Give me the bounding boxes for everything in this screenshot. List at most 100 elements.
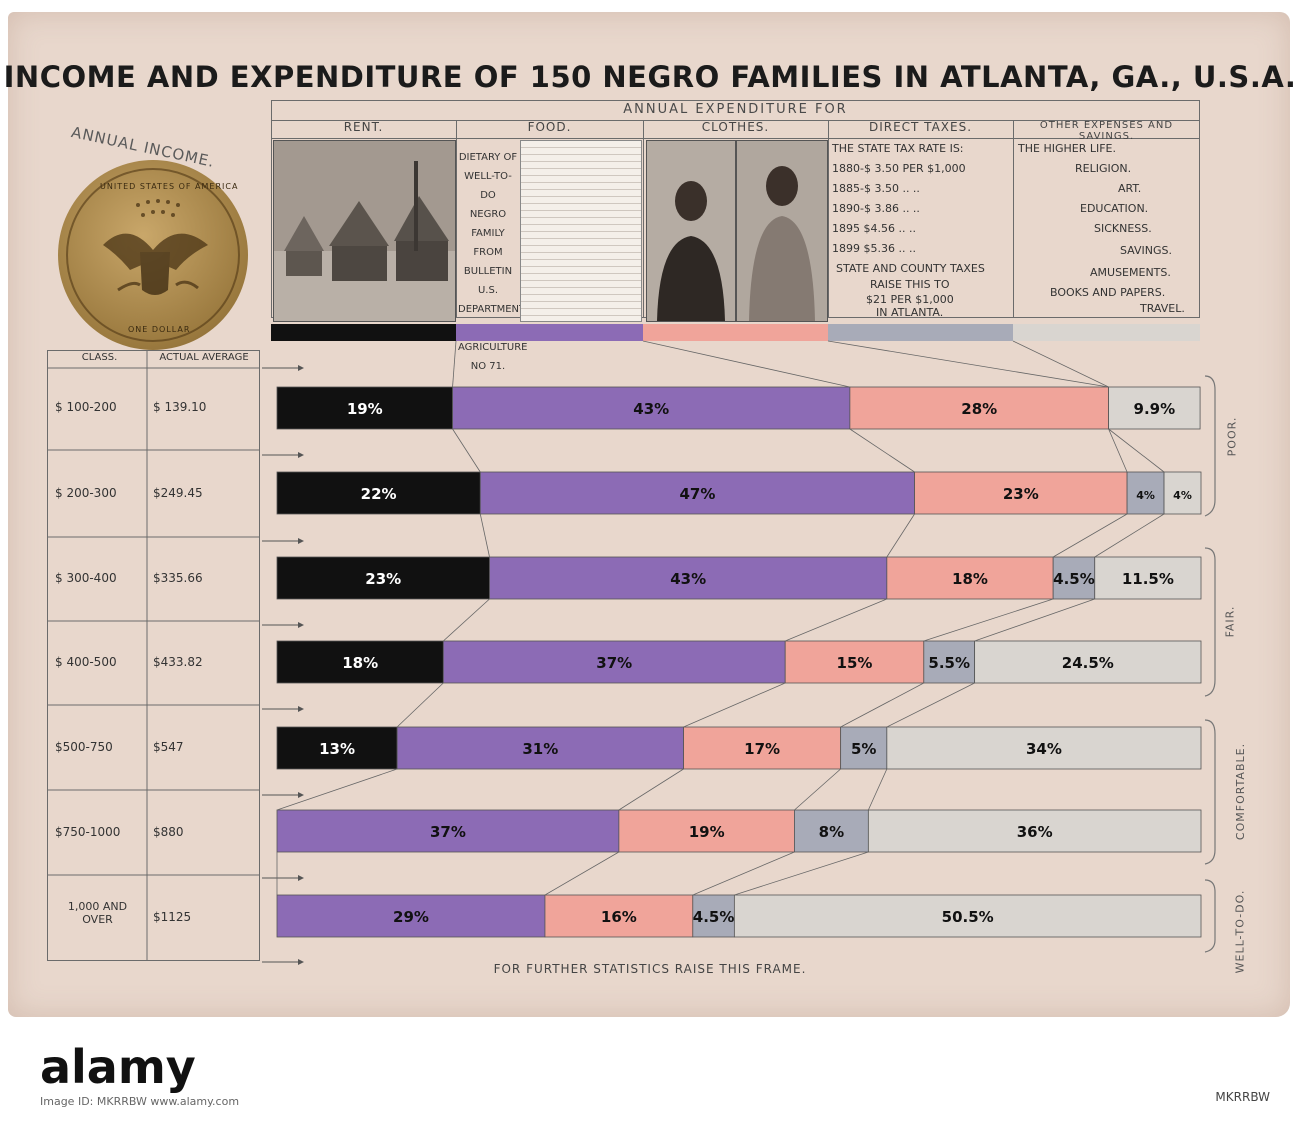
food-color-strip <box>456 324 643 341</box>
connector-line <box>867 768 888 811</box>
column-divider <box>456 120 457 318</box>
bar-label: 43% <box>670 570 706 588</box>
class-cell: $ 200-300 <box>55 486 117 500</box>
class-cell: $ 100-200 <box>55 400 117 414</box>
houses-photo <box>273 140 456 322</box>
dietary-line: FROM <box>473 247 503 258</box>
column-header-clothes: CLOTHES. <box>701 120 770 134</box>
header-divider <box>271 138 1200 139</box>
portrait-boy-illustration <box>647 141 735 321</box>
column-divider <box>643 120 644 318</box>
taxes-color-strip <box>828 324 1013 341</box>
connector-line <box>683 682 786 728</box>
class-cell: $ 400-500 <box>55 655 117 669</box>
dietary-line: NEGRO <box>469 209 507 220</box>
houses-illustration <box>274 141 455 321</box>
watermark-note: Image ID: MKRRBW www.alamy.com <box>40 1095 240 1108</box>
dietary-text: DIETARY OF WELL-TO-DO NEGRO FAMILY FROM … <box>458 148 528 376</box>
row-arrowhead <box>298 792 304 798</box>
portrait-woman-illustration <box>737 141 827 321</box>
other-line: SAVINGS. <box>1120 244 1173 257</box>
connector-line <box>544 851 620 896</box>
bar-segment-food <box>489 556 888 600</box>
bar-label: 22% <box>361 485 397 503</box>
connector-line <box>785 598 887 642</box>
class-cell: $500-750 <box>55 740 113 754</box>
bar-label: 8% <box>819 823 844 841</box>
bar-label: 37% <box>596 654 632 672</box>
connector-line <box>840 682 924 728</box>
table-header-average: ACTUAL AVERAGE <box>159 352 249 363</box>
bar-label: 37% <box>430 823 466 841</box>
row-arrowhead <box>298 706 304 712</box>
footer-note: FOR FURTHER STATISTICS RAISE THIS FRAME. <box>493 962 807 976</box>
tax-line: $21 PER $1,000 <box>866 293 954 306</box>
bar-label: 43% <box>633 400 669 418</box>
connector-line <box>479 513 490 558</box>
dietary-line: DIETARY OF <box>458 152 518 163</box>
bar-label: 4% <box>1136 489 1155 502</box>
bar-label: 5% <box>851 740 876 758</box>
bar-segment-other <box>1094 556 1202 600</box>
bar-segment-rent <box>276 471 481 515</box>
bar-segment-clothes <box>849 386 1110 430</box>
seal-bottom-text: ONE DOLLAR <box>128 325 191 334</box>
chart-title: INCOME AND EXPENDITURE OF 150 NEGRO FAMI… <box>3 60 1297 94</box>
bar-segment-food <box>442 640 786 684</box>
portrait-boy-photo <box>646 140 736 322</box>
dietary-line: FAMILY <box>471 228 505 239</box>
column-header-other: OTHER EXPENSES AND SAVINGS. <box>1039 120 1174 142</box>
tax-line: THE STATE TAX RATE IS: <box>832 142 964 155</box>
column-header-taxes: DIRECT TAXES. <box>868 120 973 134</box>
bar-label: 13% <box>319 740 355 758</box>
bar-segment-clothes <box>544 894 694 938</box>
bar-segment-taxes <box>923 640 976 684</box>
bar-segment-other <box>1163 471 1202 515</box>
tax-line: 1899 $5.36 .. .. <box>832 242 916 255</box>
bar-segment-other <box>733 894 1202 938</box>
bar-segment-clothes <box>914 471 1128 515</box>
other-line: RELIGION. <box>1075 162 1132 175</box>
bar-segment-other <box>1108 386 1201 430</box>
eagle-shield-icon <box>103 199 208 295</box>
bar-label: 19% <box>347 400 383 418</box>
bar-segment-other <box>974 640 1202 684</box>
rent-color-strip <box>271 324 456 341</box>
bar-label: 47% <box>679 485 715 503</box>
bar-segment-clothes <box>784 640 925 684</box>
dietary-line: WELL-TO-DO <box>464 171 512 201</box>
seal-top-text: UNITED STATES OF AMERICA <box>100 182 239 191</box>
bar-label: 4.5% <box>1053 570 1095 588</box>
bar-segment-taxes <box>794 809 869 853</box>
connector-line <box>974 598 1095 642</box>
other-line: SICKNESS. <box>1094 222 1152 235</box>
bar-segment-food <box>276 809 620 853</box>
bar-segment-rent <box>276 556 490 600</box>
other-line: THE HIGHER LIFE. <box>1018 142 1116 155</box>
group-label-poor: POOR. <box>1225 416 1239 457</box>
row-arrowhead <box>298 452 304 458</box>
tax-line: STATE AND COUNTY TAXES <box>836 262 985 275</box>
connector-line <box>452 428 481 473</box>
connector-line <box>1052 513 1128 558</box>
bar-label: 11.5% <box>1122 570 1174 588</box>
bar-label: 31% <box>522 740 558 758</box>
column-header-food: FOOD. <box>527 120 572 134</box>
average-cell: $335.66 <box>153 571 203 585</box>
bar-segment-food <box>276 894 546 938</box>
average-cell: $433.82 <box>153 655 203 669</box>
clothes-color-strip <box>643 324 828 341</box>
column-divider <box>828 120 829 318</box>
bar-label: 23% <box>1003 485 1039 503</box>
connector-line <box>1012 340 1109 388</box>
seal-ring <box>66 168 240 342</box>
row-arrowhead <box>298 622 304 628</box>
connector-line <box>886 513 915 558</box>
tax-line: 1885-$ 3.50 .. .. <box>832 182 920 195</box>
other-color-strip <box>1013 324 1200 341</box>
bar-segment-taxes <box>692 894 735 938</box>
class-cell: $750-1000 <box>55 825 121 839</box>
tax-line: IN ATLANTA. <box>876 306 944 319</box>
group-label-fair: FAIR. <box>1223 605 1237 638</box>
